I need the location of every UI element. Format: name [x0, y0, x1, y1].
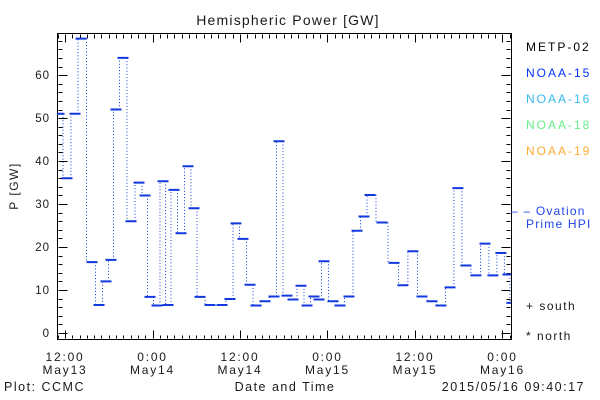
svg-text:12:00: 12:00: [220, 350, 259, 364]
svg-text:0:00: 0:00: [137, 350, 168, 364]
satellite-legend: METP-02 NOAA-15 NOAA-16 NOAA-18 NOAA-19: [526, 34, 591, 164]
svg-text:May13: May13: [43, 363, 88, 377]
svg-text:60: 60: [35, 70, 50, 82]
svg-text:30: 30: [35, 199, 50, 211]
svg-text:0: 0: [43, 328, 50, 340]
svg-text:0:00: 0:00: [487, 350, 518, 364]
legend-item-metp02: METP-02: [526, 40, 591, 54]
svg-text:50: 50: [35, 113, 50, 125]
legend-item-noaa15: NOAA-15: [526, 66, 592, 80]
legend-item-noaa16: NOAA-16: [526, 92, 592, 106]
svg-text:12:00: 12:00: [395, 350, 434, 364]
svg-text:20: 20: [35, 242, 50, 254]
plot-source-label: Plot: CCMC: [4, 380, 85, 394]
svg-text:10: 10: [35, 285, 50, 297]
svg-text:40: 40: [35, 156, 50, 168]
south-marker-label: + south: [526, 299, 577, 313]
svg-text:May15: May15: [392, 363, 437, 377]
north-marker-label: * north: [526, 329, 572, 343]
chart-title: Hemispheric Power [GW]: [196, 12, 380, 28]
ovation-line1: – – Ovation: [511, 204, 586, 218]
legend-item-noaa18: NOAA-18: [526, 118, 592, 132]
svg-text:May15: May15: [305, 363, 350, 377]
svg-text:May14: May14: [217, 363, 262, 377]
svg-text:May14: May14: [130, 363, 175, 377]
ovation-line2: Prime HPI: [526, 217, 592, 231]
svg-text:12:00: 12:00: [46, 350, 85, 364]
svg-text:0:00: 0:00: [312, 350, 343, 364]
svg-text:May16: May16: [480, 363, 525, 377]
legend-item-noaa19: NOAA-19: [526, 144, 592, 158]
ovation-prime-hpi-label: – – Ovation Prime HPI: [511, 205, 591, 231]
plot-timestamp: 2015/05/16 09:40:17: [441, 380, 585, 394]
x-axis-label: Date and Time: [234, 380, 336, 394]
